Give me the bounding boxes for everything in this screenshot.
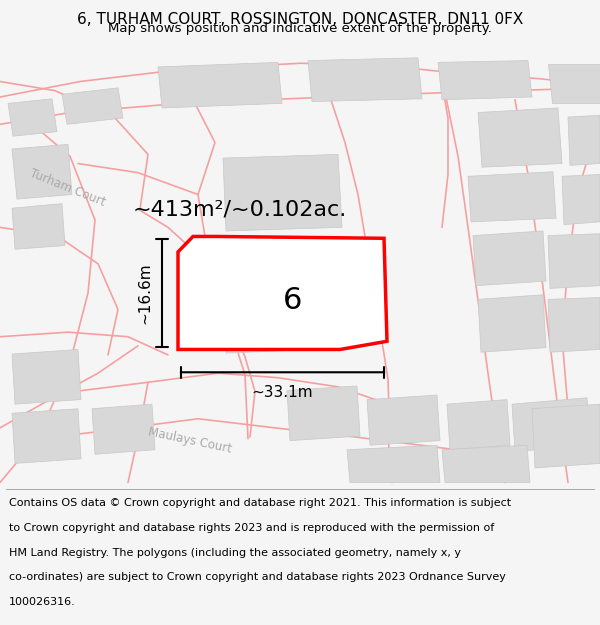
Text: co-ordinates) are subject to Crown copyright and database rights 2023 Ordnance S: co-ordinates) are subject to Crown copyr… [9, 572, 506, 582]
Polygon shape [8, 99, 57, 136]
Polygon shape [12, 409, 81, 463]
Text: Turham Court: Turham Court [28, 167, 107, 209]
Text: ~33.1m: ~33.1m [251, 385, 313, 400]
Polygon shape [287, 386, 360, 441]
Polygon shape [347, 445, 440, 483]
Text: 6: 6 [283, 286, 302, 315]
Polygon shape [532, 404, 600, 468]
Polygon shape [92, 404, 155, 454]
Text: ~413m²/~0.102ac.: ~413m²/~0.102ac. [133, 199, 347, 219]
Polygon shape [548, 298, 600, 352]
Polygon shape [12, 144, 72, 199]
Text: 100026316.: 100026316. [9, 597, 76, 607]
Text: Map shows position and indicative extent of the property.: Map shows position and indicative extent… [108, 22, 492, 35]
Polygon shape [12, 204, 65, 249]
Text: HM Land Registry. The polygons (including the associated geometry, namely x, y: HM Land Registry. The polygons (includin… [9, 548, 461, 558]
Polygon shape [478, 108, 562, 167]
Polygon shape [438, 61, 532, 100]
Polygon shape [442, 445, 530, 483]
Polygon shape [512, 398, 590, 451]
Polygon shape [223, 236, 342, 295]
Polygon shape [367, 395, 440, 445]
Polygon shape [178, 236, 387, 349]
Text: Contains OS data © Crown copyright and database right 2021. This information is : Contains OS data © Crown copyright and d… [9, 499, 511, 509]
Polygon shape [548, 64, 600, 103]
Polygon shape [12, 349, 81, 404]
Text: ~16.6m: ~16.6m [137, 262, 152, 324]
Polygon shape [473, 231, 546, 286]
Polygon shape [478, 295, 546, 352]
Polygon shape [308, 58, 422, 101]
Text: 6, TURHAM COURT, ROSSINGTON, DONCASTER, DN11 0FX: 6, TURHAM COURT, ROSSINGTON, DONCASTER, … [77, 12, 523, 27]
Polygon shape [568, 115, 600, 166]
Text: Maulays Court: Maulays Court [147, 426, 233, 456]
Polygon shape [562, 174, 600, 224]
Polygon shape [62, 88, 123, 124]
Polygon shape [447, 399, 510, 450]
Polygon shape [223, 300, 312, 353]
Polygon shape [223, 154, 342, 231]
Polygon shape [548, 234, 600, 288]
Text: to Crown copyright and database rights 2023 and is reproduced with the permissio: to Crown copyright and database rights 2… [9, 523, 494, 533]
Polygon shape [158, 62, 282, 108]
Polygon shape [468, 172, 556, 222]
